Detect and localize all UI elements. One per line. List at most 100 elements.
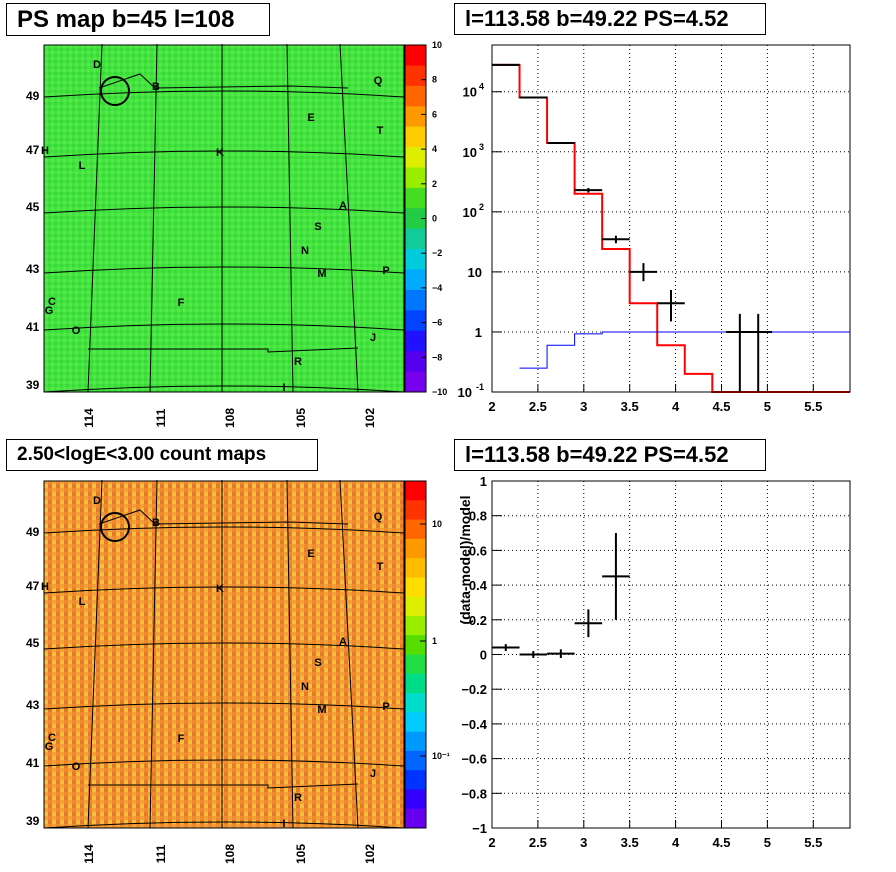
x-tick-label: 108 (223, 844, 237, 864)
residual-border (491, 480, 851, 829)
colorbar-band (405, 330, 426, 352)
x-tick-label: 114 (82, 844, 96, 864)
colorbar-band (405, 615, 426, 636)
y-tick-label: 1 (480, 474, 487, 489)
source-label-q: Q (374, 75, 383, 87)
colorbar-tick-label: 2 (432, 179, 437, 189)
y-tick-exponent: -1 (476, 382, 484, 392)
x-tick-label: 4.5 (712, 835, 730, 850)
survey-boundary (98, 509, 349, 525)
y-tick-label: 39 (26, 814, 40, 828)
x-tick-label: 102 (363, 408, 377, 428)
colorbar-tick-label: 10 (432, 40, 442, 50)
colorbar-band (405, 269, 426, 291)
count-map-colorbar: 10 1 10⁻¹ (404, 480, 450, 829)
count-map-heatmap (43, 480, 405, 829)
y-tick-label: 10 (463, 85, 477, 100)
x-tick-label: 111 (154, 408, 168, 427)
y-tick-label: 0.8 (469, 509, 487, 524)
spectrum-title: l=113.58 b=49.22 PS=4.52 (454, 3, 766, 35)
colorbar-band (405, 208, 426, 230)
residual-panel: 2 2.5 3 3.5 4 4.5 5 5.5 1 0.8 0.6 0.4 0.2 0 −0.2 −0.4 −0… (457, 474, 851, 850)
source-label-i: I (282, 382, 285, 394)
survey-boundary (88, 347, 359, 353)
residual-title: l=113.58 b=49.22 PS=4.52 (454, 439, 766, 471)
count-map-y-ticks: 49 47 45 43 41 39 (26, 525, 40, 828)
residual-y-axis-label: (data-model)/model (457, 495, 473, 624)
x-tick-label: 4 (672, 399, 680, 414)
y-tick-label: 41 (26, 756, 40, 770)
count-map-title: 2.50<logE<3.00 count maps (6, 439, 318, 471)
ps-map-source-labels: D B Q E T H K L A SNM P CG F O J R I (41, 59, 390, 394)
y-tick-label: 41 (26, 320, 40, 334)
colorbar-tick-label: 6 (432, 109, 437, 119)
colorbar-tick-label: 0 (432, 214, 437, 224)
colorbar-tick-label: 4 (432, 144, 437, 154)
source-label-p: P (382, 701, 389, 713)
colorbar-band (405, 481, 426, 501)
latitude-line (43, 526, 405, 534)
colorbar-band (405, 249, 426, 271)
source-label-f: F (178, 297, 185, 309)
residual-points (492, 533, 630, 658)
source-label-e: E (307, 112, 314, 124)
source-label-g: G (45, 741, 54, 753)
colorbar-tick-label: 10 (432, 519, 442, 529)
x-tick-label: 3 (580, 399, 587, 414)
source-label-g: G (45, 305, 54, 317)
ps-map-x-ticks: 114 111 108 105 102 (82, 408, 377, 428)
source-label-h: H (41, 581, 49, 593)
source-label-r: R (294, 792, 302, 804)
colorbar-band (405, 750, 426, 771)
colorbar-tick-label: 1 (432, 636, 437, 646)
source-label-m: M (317, 704, 326, 716)
latitude-line (43, 266, 405, 274)
survey-boundary (98, 73, 349, 89)
source-label-o: O (72, 325, 81, 337)
colorbar-tick-label: −4 (432, 283, 442, 293)
count-map-coordinate-grid (43, 479, 405, 829)
colorbar-frame (404, 480, 427, 829)
colorbar-band (405, 65, 426, 87)
source-label-n: N (301, 245, 309, 257)
x-tick-label: 105 (294, 844, 308, 864)
source-label-i: I (282, 818, 285, 830)
y-tick-exponent: 4 (479, 82, 484, 92)
source-label-p: P (382, 265, 389, 277)
x-tick-label: 2.5 (529, 835, 547, 850)
colorbar-band (405, 351, 426, 373)
source-label-k: K (216, 147, 224, 159)
source-label-k: K (216, 583, 224, 595)
y-tick-label: 0.6 (469, 543, 487, 558)
source-label-n: N (301, 681, 309, 693)
colorbar-band (405, 577, 426, 598)
latitude-line (43, 323, 405, 331)
source-label-q: Q (374, 511, 383, 523)
x-tick-label: 108 (223, 408, 237, 428)
colorbar-band (405, 167, 426, 189)
source-label-j: J (370, 332, 376, 344)
count-map-x-ticks: 114 111 108 105 102 (82, 844, 377, 864)
latitude-line (43, 90, 405, 98)
y-tick-label: −0.4 (461, 717, 487, 732)
colorbar-tick-label: 8 (432, 75, 437, 85)
y-tick-label: 45 (26, 636, 40, 650)
colorbar-band (405, 635, 426, 655)
colorbar-band (405, 673, 426, 694)
y-tick-label: −0.8 (461, 786, 487, 801)
source-label-r: R (294, 356, 302, 368)
x-tick-label: 5 (764, 835, 771, 850)
latitude-line (43, 206, 405, 214)
colorbar-band (405, 228, 426, 250)
y-tick-label: 39 (26, 378, 40, 392)
source-label-h: H (41, 145, 49, 157)
source-label-e: E (307, 548, 314, 560)
source-label-o: O (72, 761, 81, 773)
colorbar-band (405, 85, 426, 107)
colorbar-band (405, 126, 426, 148)
x-tick-label: 111 (154, 844, 168, 863)
x-tick-label: 5.5 (804, 399, 822, 414)
spectrum-border (491, 44, 851, 393)
